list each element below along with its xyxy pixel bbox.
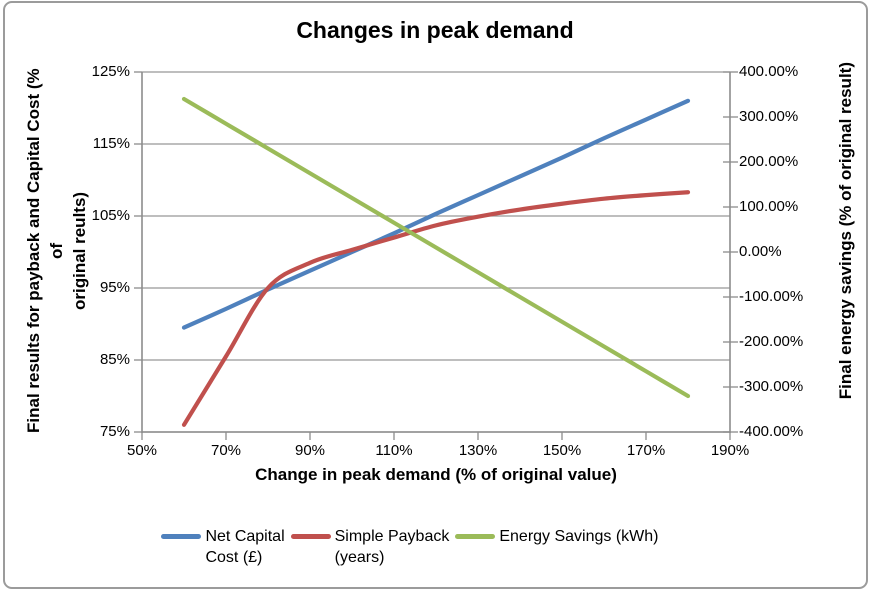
y-left-tick-label: 125%	[91, 63, 130, 80]
series-line-energy-savings-kwh	[181, 96, 691, 399]
legend-item-simple-payback: Simple Payback (years)	[290, 526, 450, 568]
y-right-tick-label: -100.00%	[739, 288, 804, 305]
y-right-tick-label: 100.00%	[739, 198, 799, 215]
y-left-tick-label: 85%	[99, 351, 130, 368]
series-line-net-capital-cost	[181, 98, 691, 330]
energy-savings-line-swatch	[455, 534, 496, 539]
x-tick-label: 150%	[542, 442, 582, 459]
x-tick-label: 110%	[375, 442, 413, 459]
x-tick-label: 50%	[126, 442, 158, 459]
x-tick-label: 170%	[626, 442, 666, 459]
net-capital-cost-line-swatch	[161, 534, 202, 539]
y-left-axis-title-line1: Final results for payback and Capital Co…	[24, 68, 66, 434]
legend-label-net-capital-cost: Net Capital Cost (£)	[205, 528, 285, 566]
y-right-tick-label: -200.00%	[739, 333, 804, 350]
y-right-tick-label: -400.00%	[739, 423, 804, 440]
x-axis-title: Change in peak demand (% of original val…	[255, 465, 617, 484]
x-tick-label: 190%	[710, 442, 750, 459]
simple-payback-line-swatch	[290, 534, 331, 539]
y-right-tick-label: 0.00%	[739, 243, 782, 260]
legend: Net Capital Cost (£) Simple Payback (yea…	[0, 526, 820, 568]
y-left-tick-label: 105%	[91, 207, 130, 224]
y-right-tick-label: -300.00%	[739, 378, 804, 395]
y-right-tick-label: 300.00%	[739, 108, 799, 125]
x-tick-label: 130%	[458, 442, 498, 459]
legend-label-energy-savings: Energy Savings (kWh)	[499, 528, 659, 545]
y-right-tick-label: 400.00%	[739, 63, 799, 80]
y-right-axis-title: Final energy savings (% of original resu…	[836, 62, 855, 400]
y-left-axis-title-line2: original reults)	[70, 191, 89, 311]
chart-title: Changes in peak demand	[296, 17, 574, 43]
y-left-axis-title: Final results for payback and Capital Co…	[22, 60, 91, 442]
legend-label-simple-payback: Simple Payback (years)	[334, 528, 450, 566]
y-right-tick-label: 200.00%	[739, 153, 799, 170]
y-left-tick-label: 115%	[92, 135, 130, 152]
y-left-tick-label: 75%	[99, 423, 130, 440]
series-line-simple-payback-years	[181, 190, 691, 427]
y-left-tick-label: 95%	[99, 279, 130, 296]
x-tick-label: 90%	[294, 442, 326, 459]
x-tick-label: 70%	[210, 442, 242, 459]
legend-item-energy-savings: Energy Savings (kWh)	[455, 526, 659, 568]
legend-item-net-capital-cost: Net Capital Cost (£)	[161, 526, 285, 568]
